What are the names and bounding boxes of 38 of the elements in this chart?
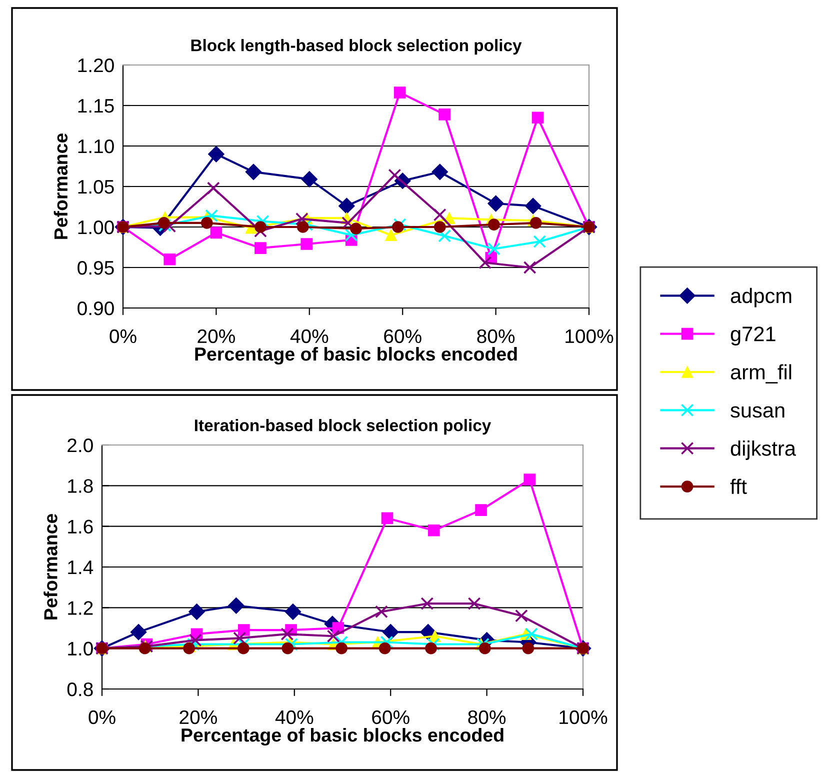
y-tick-label: 2.0 bbox=[68, 438, 93, 452]
y-tick-label: 1.6 bbox=[68, 520, 93, 534]
x-tick-label: 60% bbox=[372, 710, 410, 724]
y-tick-label: 1.8 bbox=[68, 479, 93, 493]
x-tick-label: 20% bbox=[180, 710, 217, 724]
chart-title: Block length-based block selection policy bbox=[191, 39, 522, 55]
x-tick-label: 60% bbox=[384, 329, 422, 344]
y-axis-title: Peformance bbox=[44, 514, 58, 620]
legend-label: dijkstra bbox=[730, 440, 796, 460]
legend-label: adpcm bbox=[730, 288, 792, 308]
legend-label: susan bbox=[730, 406, 784, 418]
y-tick-label: 1.00 bbox=[78, 220, 114, 234]
legend-label: fft bbox=[730, 478, 747, 494]
y-tick-label: 0.90 bbox=[78, 301, 114, 316]
y-tick-label: 1.15 bbox=[78, 99, 114, 113]
x-tick-label: 40% bbox=[275, 710, 314, 724]
y-tick-label: 1.05 bbox=[78, 180, 114, 194]
legend-label: arm_fil bbox=[730, 364, 792, 384]
legend-label: g721 bbox=[730, 326, 776, 346]
x-tick-label: 80% bbox=[477, 329, 515, 344]
y-tick-label: 1.10 bbox=[78, 139, 114, 154]
x-tick-label: 100% bbox=[566, 329, 614, 344]
x-tick-label: 0% bbox=[88, 710, 116, 724]
x-axis-title: Percentage of basic blocks encoded bbox=[182, 728, 504, 746]
y-tick-label: 0.95 bbox=[78, 260, 114, 275]
y-tick-label: 1.20 bbox=[78, 58, 114, 72]
x-tick-label: 0% bbox=[110, 329, 136, 344]
y-tick-label: 1.0 bbox=[68, 642, 93, 656]
x-tick-label: 20% bbox=[198, 329, 235, 344]
y-tick-label: 0.8 bbox=[67, 682, 93, 696]
x-axis-title: Percentage of basic blocks encoded bbox=[195, 346, 517, 365]
y-axis-title: Peformance bbox=[54, 133, 68, 239]
chart-title: Iteration-based block selection policy bbox=[194, 419, 492, 435]
x-tick-label: 100% bbox=[560, 710, 608, 724]
x-tick-label: 80% bbox=[468, 710, 506, 724]
y-tick-label: 1.4 bbox=[68, 560, 94, 574]
x-tick-label: 40% bbox=[290, 329, 328, 344]
y-tick-label: 1.2 bbox=[68, 601, 93, 615]
